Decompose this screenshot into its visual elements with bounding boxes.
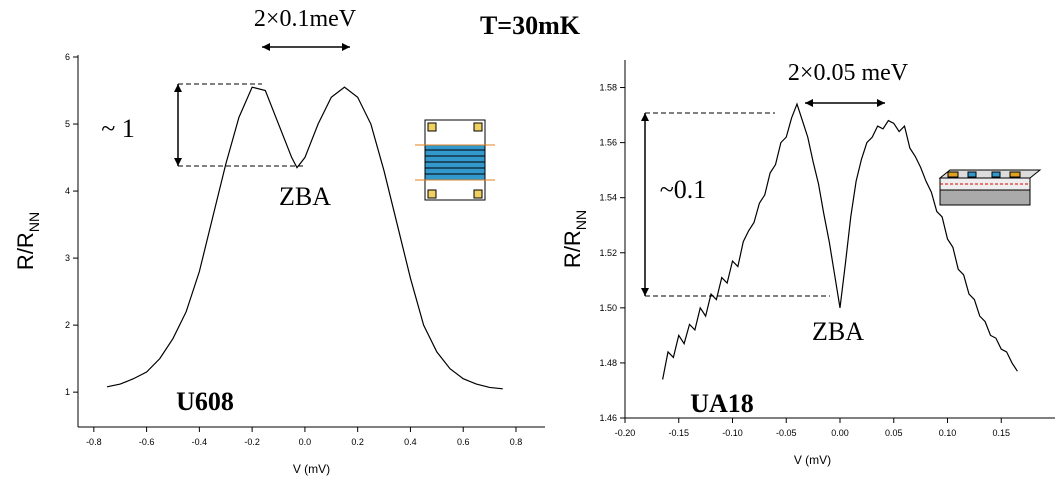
y-tick-label: 1.56 — [599, 138, 617, 148]
feature-annotation: ZBA — [279, 182, 331, 211]
height-annotation: ~0.1 — [660, 175, 707, 204]
x-tick-label: 0.2 — [351, 437, 364, 447]
y-tick-label: 1.48 — [599, 358, 617, 368]
y-tick-label: 1.54 — [599, 193, 617, 203]
height-annotation: ~ 1 — [101, 114, 135, 143]
y-tick-label: 4 — [65, 186, 70, 196]
feature-annotation: ZBA — [812, 317, 864, 346]
x-tick-label: 0.0 — [299, 437, 312, 447]
x-tick-label: 0.8 — [510, 437, 523, 447]
y-tick-label: 1.46 — [599, 413, 617, 423]
data-line — [106, 86, 503, 390]
y-axis-label: R/RNN — [13, 212, 42, 270]
y-axis-label-sub: NN — [26, 212, 42, 232]
y-axis-label-main: R/R — [560, 230, 585, 268]
inset-device-right — [938, 169, 1042, 206]
x-tick-label: 0.00 — [831, 428, 849, 438]
y-axis-label: R/RNN — [560, 210, 589, 268]
width-annotation: 2×0.1meV — [254, 6, 357, 32]
x-tick-label: -0.6 — [139, 437, 155, 447]
y-tick-label: 6 — [65, 52, 70, 62]
y-tick-label: 3 — [65, 253, 70, 263]
x-tick-label: -0.15 — [668, 428, 689, 438]
x-tick-label: 0.6 — [457, 437, 470, 447]
y-tick-label: 5 — [65, 119, 70, 129]
x-tick-label: 0.15 — [992, 428, 1010, 438]
figure-title: T=30mK — [480, 11, 581, 40]
x-tick-label: -0.05 — [776, 428, 797, 438]
x-tick-label: -0.4 — [192, 437, 208, 447]
x-tick-label: -0.8 — [86, 437, 102, 447]
y-tick-label: 1.52 — [599, 248, 617, 258]
y-tick-label: 1 — [65, 387, 70, 397]
y-axis-label-main: R/R — [13, 232, 38, 270]
y-tick-label: 1.58 — [599, 83, 617, 93]
x-axis-label: V (mV) — [293, 462, 330, 476]
arrow-head — [805, 99, 885, 107]
x-tick-label: -0.10 — [722, 428, 743, 438]
x-tick-label: 0.10 — [939, 428, 957, 438]
x-tick-label: -0.2 — [244, 437, 260, 447]
width-annotation: 2×0.05 meV — [788, 60, 909, 86]
y-axis-label-sub: NN — [573, 210, 589, 230]
data-line — [662, 102, 1018, 380]
sample-label: UA18 — [690, 389, 754, 418]
x-tick-label: 0.4 — [404, 437, 417, 447]
x-tick-label: 0.05 — [885, 428, 903, 438]
x-tick-label: -0.20 — [615, 428, 636, 438]
sample-label: U608 — [176, 387, 234, 416]
x-axis-label: V (mV) — [794, 453, 831, 467]
inset-device-left — [415, 119, 495, 201]
y-tick-label: 1.50 — [599, 303, 617, 313]
y-tick-label: 2 — [65, 320, 70, 330]
